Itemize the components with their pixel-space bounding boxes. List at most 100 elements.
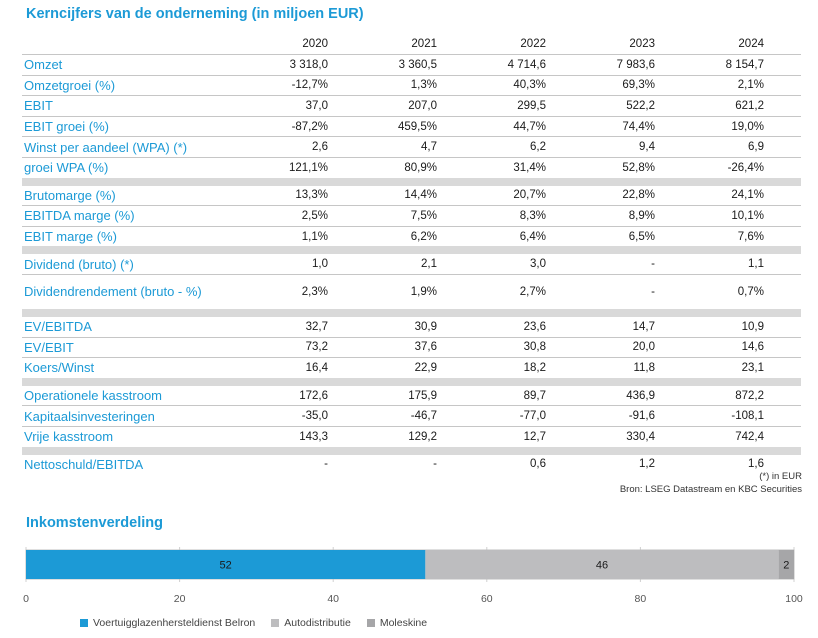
cell-value: 19,0% xyxy=(731,120,764,133)
row-divider xyxy=(22,273,801,275)
legend-swatch xyxy=(80,619,88,627)
cell-value: 24,1% xyxy=(731,189,764,202)
cell-value: 2,1 xyxy=(421,258,437,271)
section-separator xyxy=(22,308,801,317)
table-row: Dividend (bruto) (*) 1,0 2,1 3,0 - 1,1 xyxy=(22,254,801,274)
table-row: Koers/Winst 16,4 22,9 18,2 11,8 23,1 xyxy=(22,358,801,378)
key-figures-table: 2020 2021 2022 2023 2024 Omzet 3 318,0 3 360,5 4… xyxy=(22,34,801,474)
cell-value: 121,1% xyxy=(288,161,328,174)
cell-value: 23,6 xyxy=(523,320,546,333)
cell-value: -87,2% xyxy=(291,120,328,133)
row-divider xyxy=(22,405,801,407)
cell-value: - xyxy=(651,258,655,271)
table-row: Vrije kasstroom 143,3 129,2 12,7 330,4 742,4 xyxy=(22,427,801,447)
cell-value: 2,6 xyxy=(312,141,328,154)
table-row: groei WPA (%) 121,1% 80,9% 31,4% 52,8% -26,4% xyxy=(22,158,801,178)
cell-value: 7 983,6 xyxy=(616,58,655,71)
cell-value: 3 318,0 xyxy=(289,58,328,71)
row-divider xyxy=(22,136,801,138)
cell-value: 742,4 xyxy=(735,430,764,443)
cell-value: 207,0 xyxy=(408,99,437,112)
row-label: groei WPA (%) xyxy=(24,160,109,176)
cell-value: 1,3% xyxy=(410,79,437,92)
cell-value: 13,3% xyxy=(295,189,328,202)
legend-label: Voertuigglazenhersteldienst Belron xyxy=(93,617,256,629)
row-label: Dividend (bruto) (*) xyxy=(24,256,134,272)
cell-value: 522,2 xyxy=(626,99,655,112)
x-tick-label: 80 xyxy=(635,593,647,605)
cell-value: -26,4% xyxy=(727,161,764,174)
table-header-row: 2020 2021 2022 2023 2024 xyxy=(22,34,801,54)
table-row: EBIT marge (%) 1,1% 6,2% 6,4% 6,5% 7,6% xyxy=(22,227,801,247)
cell-value: 2,1% xyxy=(737,79,764,92)
x-tick-label: 20 xyxy=(174,593,186,605)
row-divider xyxy=(22,156,801,158)
cell-value: - xyxy=(324,458,328,471)
row-divider xyxy=(22,425,801,427)
legend-label: Moleskine xyxy=(379,617,428,629)
row-label: Omzet xyxy=(24,57,63,73)
table-row: EBIT groei (%) -87,2% 459,5% 44,7% 74,4% 19,0… xyxy=(22,117,801,137)
legend-label: Autodistributie xyxy=(284,617,351,629)
cell-value: 6,5% xyxy=(628,230,655,243)
row-divider xyxy=(22,357,801,359)
legend-swatch xyxy=(366,619,375,627)
table-row: Winst per aandeel (WPA) (*) 2,6 4,7 6,2 9,4 6… xyxy=(22,137,801,157)
table-row: Brutomarge (%) 13,3% 14,4% 20,7% 22,8% 24,1% xyxy=(22,186,801,206)
cell-value: 74,4% xyxy=(622,120,655,133)
cell-value: 20,0 xyxy=(632,341,655,354)
legend-swatch xyxy=(271,619,280,627)
row-label: EBITDA marge (%) xyxy=(24,208,135,224)
row-label: EBIT groei (%) xyxy=(24,119,110,135)
row-label: Operationele kasstroom xyxy=(24,388,163,404)
year-header: 2023 xyxy=(629,38,655,50)
data-label: 46 xyxy=(596,560,608,572)
section-separator xyxy=(22,377,801,386)
x-tick-label: 60 xyxy=(481,593,493,605)
income-distribution-chart: 52 46 20 20 40 60 80 100 xyxy=(23,547,803,605)
row-label: Nettoschuld/EBITDA xyxy=(24,456,144,472)
cell-value: 4 714,6 xyxy=(507,58,546,71)
cell-value: 9,4 xyxy=(639,141,655,154)
x-tick-label: 40 xyxy=(327,593,339,605)
cell-value: -46,7 xyxy=(410,410,437,423)
year-header: 2024 xyxy=(738,38,764,50)
row-divider xyxy=(22,336,801,338)
cell-value: 22,8% xyxy=(622,189,655,202)
cell-value: 14,6 xyxy=(741,341,764,354)
row-label: Brutomarge (%) xyxy=(24,187,116,203)
cell-value: 3,0 xyxy=(530,258,546,271)
cell-value: 89,7 xyxy=(523,389,546,402)
cell-value: 69,3% xyxy=(622,79,655,92)
row-label: Koers/Winst xyxy=(24,360,95,376)
bar-segment xyxy=(778,550,794,579)
row-label: EV/EBITDA xyxy=(24,319,92,335)
cell-value: 299,5 xyxy=(517,99,546,112)
row-divider xyxy=(22,74,801,76)
cell-value: -77,0 xyxy=(519,410,546,423)
cell-value: - xyxy=(651,285,655,298)
row-divider xyxy=(22,225,801,227)
table-row: Nettoschuld/EBITDA - - 0,6 1,2 1,6 xyxy=(22,455,801,475)
cell-value: 7,6% xyxy=(737,230,764,243)
cell-value: 8,3% xyxy=(519,209,546,222)
cell-value: 175,9 xyxy=(408,389,437,402)
cell-value: 10,9 xyxy=(741,320,764,333)
cell-value: 23,1 xyxy=(741,361,764,374)
year-header: 2021 xyxy=(411,38,437,50)
row-label: EV/EBIT xyxy=(24,339,74,355)
cell-value: -12,7% xyxy=(291,79,328,92)
table-row: Operationele kasstroom 172,6 175,9 89,7 436,… xyxy=(22,386,801,406)
page-title: Kerncijfers van de onderneming (in miljo… xyxy=(26,6,364,22)
legend-item: Autodistributie xyxy=(271,617,351,629)
cell-value: 18,2 xyxy=(523,361,546,374)
year-header: 2020 xyxy=(302,38,328,50)
cell-value: 459,5% xyxy=(397,120,437,133)
cell-value: 44,7% xyxy=(513,120,546,133)
cell-value: 12,7 xyxy=(523,430,546,443)
cell-value: 52,8% xyxy=(622,161,655,174)
header-divider xyxy=(22,54,801,55)
chart-title: Inkomstenverdeling xyxy=(26,515,163,531)
cell-value: 1,2 xyxy=(639,458,655,471)
cell-value: 1,6 xyxy=(748,458,764,471)
